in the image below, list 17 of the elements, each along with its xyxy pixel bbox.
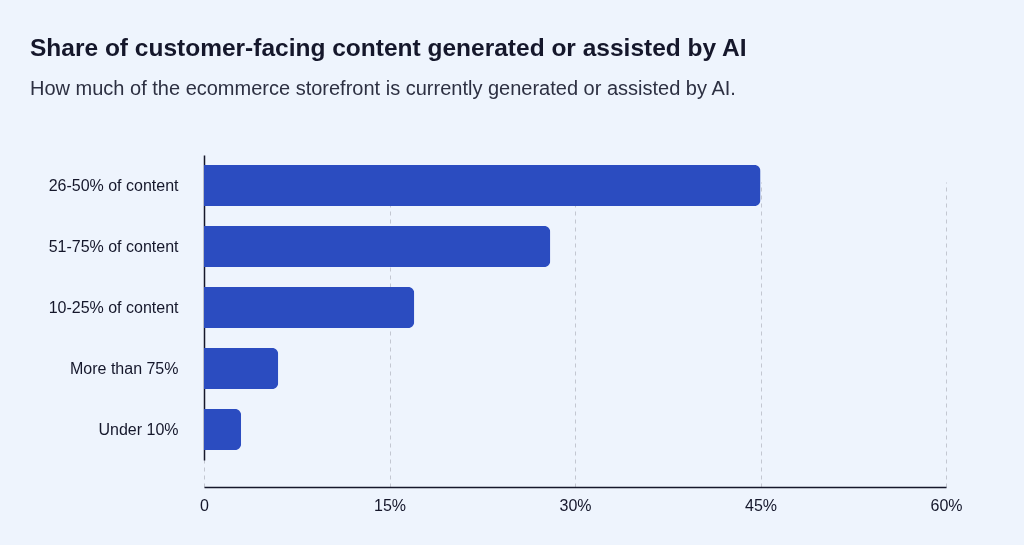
x-tick-label: 45% [744, 496, 778, 514]
x-tick-label: 60% [930, 496, 963, 514]
y-tick-label: 51-75% of content [48, 237, 180, 255]
y-tick-label: More than 75% [69, 359, 179, 377]
x-tick-label: 15% [373, 496, 407, 514]
chart-title: Share of customer-facing content generated or assisted by AI [30, 33, 747, 61]
bar [204, 287, 415, 328]
y-tick-label: 26-50% of content [48, 176, 180, 194]
chart-subtitle: How much of the ecommerce storefront is currently generated or assisted by AI. [30, 77, 736, 99]
y-tick-label: 10-25% of content [48, 298, 180, 316]
x-tick-label: 0 [200, 496, 210, 514]
bar [204, 165, 761, 206]
bar [204, 409, 242, 450]
bar [204, 348, 279, 389]
x-tick-label: 30% [559, 496, 592, 514]
bar [204, 226, 551, 267]
y-tick-label: Under 10% [98, 420, 179, 438]
